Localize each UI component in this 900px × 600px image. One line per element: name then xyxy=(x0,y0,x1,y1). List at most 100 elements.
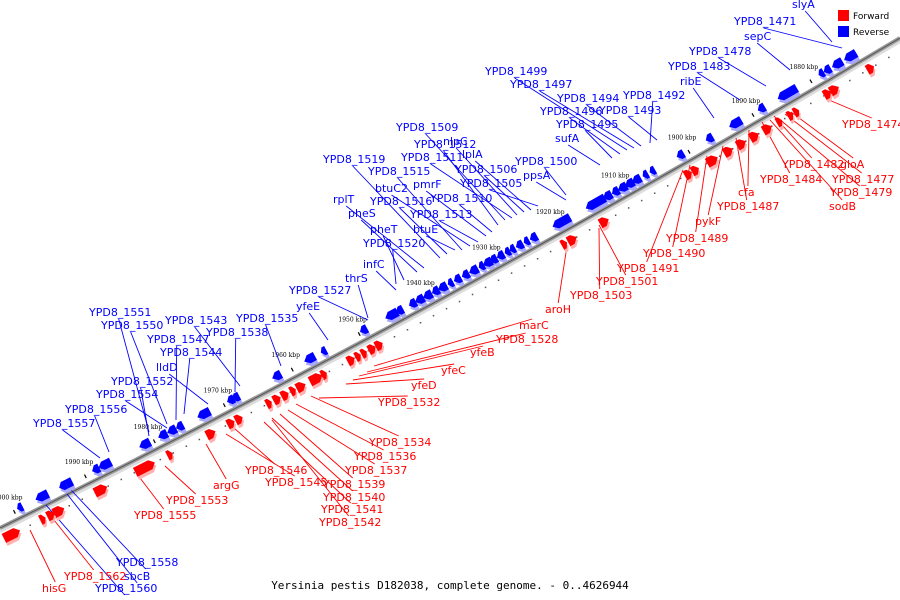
reverse-gene-label: sbcB xyxy=(124,570,150,583)
reverse-gene-label: YPD8_1557 xyxy=(32,417,95,430)
forward-leader-line xyxy=(139,477,165,510)
forward-gene-label: YPD8_1490 xyxy=(642,247,705,260)
reverse-gene-arrow xyxy=(360,324,370,334)
backbone-dot xyxy=(614,214,617,216)
reverse-gene-arrow xyxy=(272,369,284,381)
forward-gene-arrow xyxy=(132,460,155,477)
forward-gene-label: YPD8_1539 xyxy=(322,478,385,491)
reverse-leader-line xyxy=(168,373,209,405)
reverse-leader-line xyxy=(586,104,642,147)
reverse-leader-line xyxy=(66,493,138,584)
backbone-dot xyxy=(107,485,110,487)
reverse-leader-line xyxy=(474,160,532,211)
backbone-dot xyxy=(81,498,83,500)
forward-gene-label: YPD8_1546 xyxy=(244,464,307,477)
forward-gene-arrow xyxy=(682,169,692,181)
reverse-gene-label: YPD8_1556 xyxy=(64,403,127,416)
forward-leader-line xyxy=(769,119,843,201)
backbone-dot xyxy=(224,425,227,427)
forward-leader-line xyxy=(53,519,95,571)
forward-leader-line xyxy=(164,465,197,495)
reverse-leader-line xyxy=(194,326,241,387)
reverse-gene-arrow xyxy=(453,273,464,284)
reverse-gene-arrow xyxy=(98,457,113,470)
forward-leader-line xyxy=(695,155,708,233)
backbone-dot xyxy=(172,452,175,454)
reverse-gene-label: infC xyxy=(363,258,385,271)
forward-leader-line xyxy=(646,169,684,263)
reverse-gene-arrow xyxy=(676,149,686,159)
forward-gene-arrow xyxy=(760,124,772,136)
kbp-tick-label: 1930 kbp xyxy=(472,244,501,251)
forward-gene-label: yfeC xyxy=(441,364,466,377)
reverse-gene-label: YPD8_1519 xyxy=(322,153,385,166)
backbone-dot xyxy=(367,349,370,352)
reverse-leader-line xyxy=(459,204,493,233)
reverse-leader-line xyxy=(628,116,658,141)
reverse-leader-line xyxy=(357,284,369,319)
kbp-tick-mark xyxy=(222,403,226,408)
reverse-gene-label: YPD8_1552 xyxy=(110,375,173,388)
forward-leader-line xyxy=(279,413,353,479)
backbone-dot xyxy=(484,286,487,289)
reverse-gene-label: slyA xyxy=(792,0,815,11)
backbone-dot xyxy=(653,192,656,194)
kbp-tick-mark xyxy=(290,367,294,372)
reverse-gene-arrow xyxy=(603,190,614,201)
backbone-dot xyxy=(68,505,70,507)
forward-gene-label: argG xyxy=(213,479,240,492)
forward-gene-label: cfa xyxy=(738,186,755,199)
forward-gene-label: yfeD xyxy=(411,379,437,392)
kbp-tick-mark xyxy=(687,149,691,154)
backbone-core xyxy=(0,37,900,529)
reverse-gene-label: YPD8_1471 xyxy=(733,15,796,28)
reverse-gene-label: thrS xyxy=(345,272,368,285)
forward-gene-arrow xyxy=(734,139,746,151)
forward-gene-arrow xyxy=(279,390,289,402)
forward-leader-line xyxy=(263,421,352,504)
forward-leader-line xyxy=(352,363,455,381)
kbp-tick-label: 1890 kbp xyxy=(732,98,761,105)
forward-gene-arrow xyxy=(165,450,173,461)
forward-gene-label: YPD8_1540 xyxy=(322,491,385,504)
forward-gene-label: YPD8_1562 xyxy=(63,570,126,583)
forward-leader-line xyxy=(287,409,375,465)
reverse-gene-arrow xyxy=(523,236,532,246)
reverse-gene-label: nlpC xyxy=(443,135,468,148)
reverse-gene-label: YPD8_1515 xyxy=(367,165,430,178)
reverse-gene-arrow xyxy=(197,407,212,420)
forward-gene-label: YPD8_1528 xyxy=(495,333,558,346)
backbone-dot xyxy=(445,307,448,310)
reverse-gene-label: YPD8_1547 xyxy=(146,333,209,346)
reverse-gene-label: YPD8_1558 xyxy=(115,556,178,569)
forward-gene-arrow xyxy=(233,414,243,426)
reverse-gene-label: YPD8_1483 xyxy=(667,60,730,73)
reverse-gene-label: btuC2 xyxy=(375,182,408,195)
backbone-dot xyxy=(862,72,864,74)
reverse-gene-arrow xyxy=(167,424,179,435)
forward-gene-arrow xyxy=(366,344,376,355)
backbone-dot xyxy=(198,438,201,441)
reverse-gene-arrow xyxy=(585,193,608,210)
kbp-tick-label: 1920 kbp xyxy=(536,209,565,216)
backbone-dot xyxy=(354,356,357,359)
reverse-gene-arrow xyxy=(832,57,845,69)
forward-gene-arrow xyxy=(204,429,216,441)
reverse-gene-arrow xyxy=(625,177,636,188)
forward-leader-line xyxy=(784,113,862,174)
backbone-dot xyxy=(120,478,123,481)
forward-gene-arrow xyxy=(92,484,108,498)
gene-arrows xyxy=(1,49,876,546)
kbp-tick-label: 1970 kbp xyxy=(204,388,233,395)
gene-labels: slyAYPD8_1471sepCYPD8_1478YPD8_1483ribEY… xyxy=(32,0,900,595)
reverse-leader-line xyxy=(567,144,601,166)
kbp-tick-label: 1990 kbp xyxy=(65,459,94,466)
forward-gene-label: marC xyxy=(519,319,549,332)
reverse-gene-label: YPD8_1499 xyxy=(484,65,547,78)
reverse-gene-label: YPD8_1510 xyxy=(429,192,492,205)
reverse-leader-line xyxy=(397,177,463,251)
reverse-gene-arrow xyxy=(611,186,621,196)
backbone-dot xyxy=(393,336,396,338)
reverse-gene-label: pheT xyxy=(370,223,398,236)
reverse-gene-arrow xyxy=(35,489,50,502)
